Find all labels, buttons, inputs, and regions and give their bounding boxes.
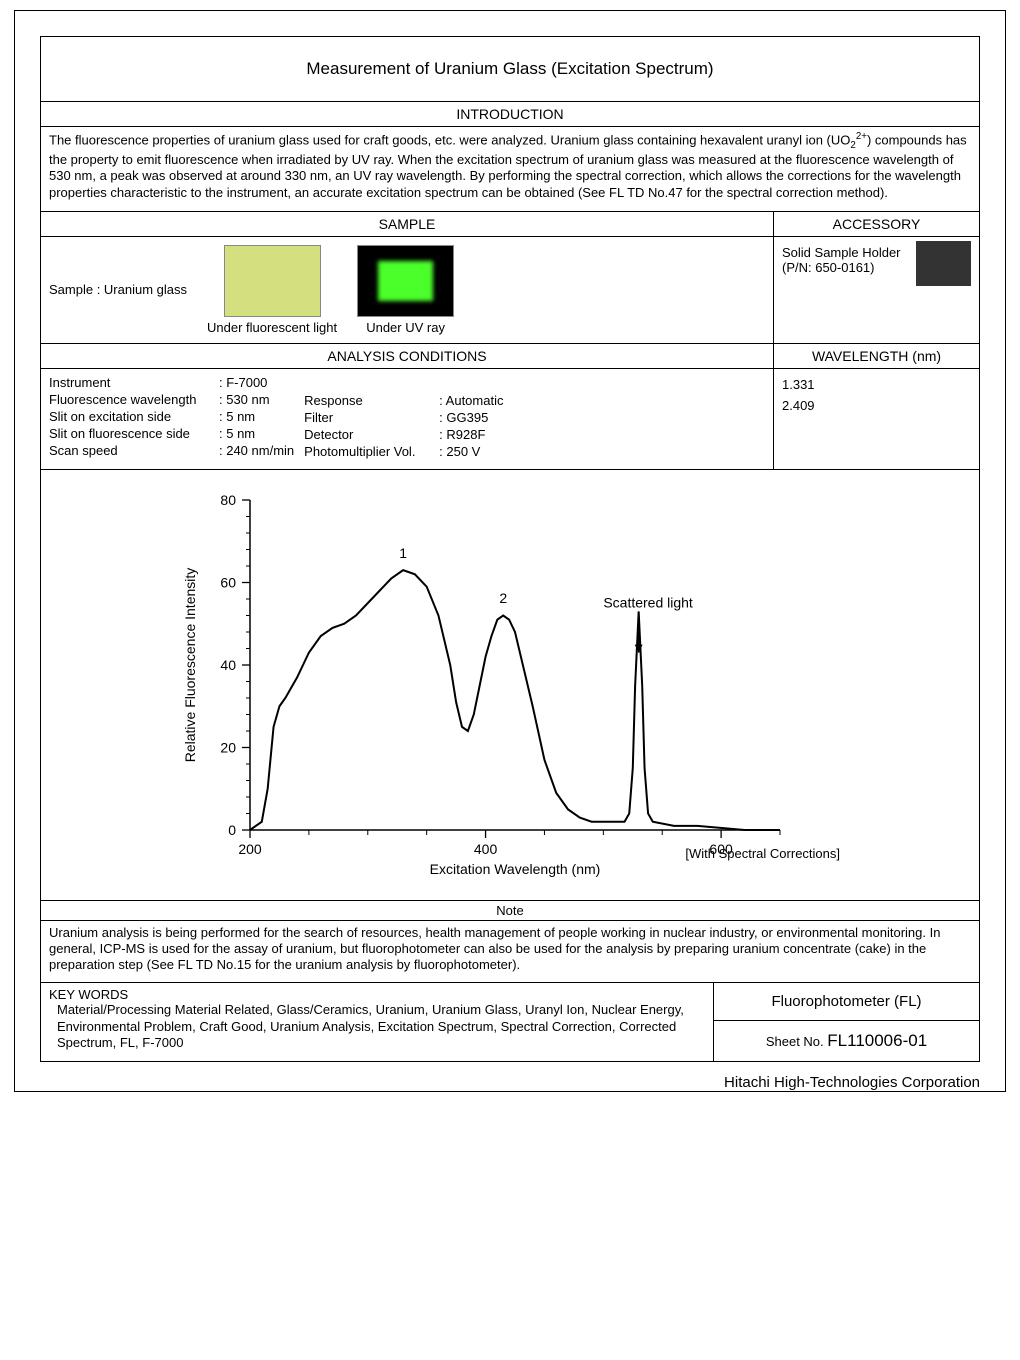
analysis-header: ANALYSIS CONDITIONS [41,344,773,369]
sample-row: SAMPLE Sample : Uranium glass Under fluo… [41,211,979,343]
sample-header: SAMPLE [41,212,773,237]
sample-img1-block: Under fluorescent light [207,245,337,335]
condition-value: : Automatic [439,393,503,408]
condition-value: : 530 nm [219,392,270,407]
condition-label: Response [304,393,439,408]
condition-row: Slit on fluorescence side: 5 nm [49,426,294,441]
page-title: Measurement of Uranium Glass (Excitation… [41,37,979,101]
condition-row: Slit on excitation side: 5 nm [49,409,294,424]
wavelength-col: WAVELENGTH (nm) 1.3312.409 [774,344,979,469]
wavelength-body: 1.3312.409 [774,369,979,423]
svg-text:Scattered light: Scattered light [603,594,693,610]
condition-row: Photomultiplier Vol.: 250 V [304,444,503,459]
conditions-left-list: Instrument: F-7000Fluorescence wavelengt… [49,375,294,459]
intro-text: The fluorescence properties of uranium g… [41,127,979,211]
sample-col: SAMPLE Sample : Uranium glass Under fluo… [41,212,774,343]
condition-value: : 5 nm [219,426,255,441]
img1-caption: Under fluorescent light [207,320,337,335]
condition-label: Filter [304,410,439,425]
conditions-col: ANALYSIS CONDITIONS Instrument: F-7000Fl… [41,344,774,469]
main-container: Measurement of Uranium Glass (Excitation… [40,36,980,1062]
bottom-row: KEY WORDS Material/Processing Material R… [41,982,979,1061]
note-text: Uranium analysis is being performed for … [41,921,979,982]
right-bottom-col: Fluorophotometer (FL) Sheet No. FL110006… [714,983,979,1061]
accessory-col: ACCESSORY Solid Sample Holder (P/N: 650-… [774,212,979,343]
intro-sup: 2+ [856,131,867,142]
condition-label: Slit on excitation side [49,409,219,424]
svg-text:Excitation Wavelength (nm): Excitation Wavelength (nm) [430,861,601,877]
chart-section: 020406080200400600Excitation Wavelength … [41,469,979,900]
page-frame: Measurement of Uranium Glass (Excitation… [14,10,1006,1092]
sample-img2-block: Under UV ray [357,245,454,335]
accessory-body: Solid Sample Holder (P/N: 650-0161) [774,237,979,283]
svg-text:0: 0 [228,822,236,838]
svg-text:80: 80 [220,492,236,508]
condition-label: Photomultiplier Vol. [304,444,439,459]
condition-value: : 5 nm [219,409,255,424]
condition-row: Filter: GG395 [304,410,503,425]
condition-label: Slit on fluorescence side [49,426,219,441]
svg-text:400: 400 [474,841,498,857]
sample-image-uv [357,245,454,317]
condition-value: : F-7000 [219,375,267,390]
sample-body: Sample : Uranium glass Under fluorescent… [41,237,773,343]
sample-image-fluorescent [224,245,321,317]
sheet-label: Sheet No. [766,1034,824,1049]
accessory-image [916,241,971,286]
sheet-no: FL110006-01 [827,1031,927,1050]
keywords-col: KEY WORDS Material/Processing Material R… [41,983,714,1061]
condition-label: Detector [304,427,439,442]
svg-text:200: 200 [238,841,262,857]
svg-text:60: 60 [220,574,236,590]
svg-text:1: 1 [399,545,407,561]
accessory-header: ACCESSORY [774,212,979,237]
method-cell: Fluorophotometer (FL) [714,983,979,1021]
condition-value: : 250 V [439,444,480,459]
condition-value: : R928F [439,427,485,442]
sheet-cell: Sheet No. FL110006-01 [714,1021,979,1061]
condition-row: Detector: R928F [304,427,503,442]
svg-text:20: 20 [220,739,236,755]
keywords-header: KEY WORDS [49,987,705,1002]
condition-value: : 240 nm/min [219,443,294,458]
keywords-text: Material/Processing Material Related, Gl… [49,1002,705,1053]
svg-text:40: 40 [220,657,236,673]
wavelength-header: WAVELENGTH (nm) [774,344,979,369]
conditions-body: Instrument: F-7000Fluorescence wavelengt… [41,369,773,469]
svg-text:[With Spectral Corrections]: [With Spectral Corrections] [685,846,840,861]
condition-row: Fluorescence wavelength: 530 nm [49,392,294,407]
img2-caption: Under UV ray [357,320,454,335]
excitation-spectrum-chart: 020406080200400600Excitation Wavelength … [150,480,870,890]
condition-row: Response: Automatic [304,393,503,408]
svg-text:2: 2 [499,590,507,606]
sample-label: Sample : Uranium glass [49,282,187,297]
condition-label: Fluorescence wavelength [49,392,219,407]
footer-company: Hitachi High-Technologies Corporation [15,1070,1005,1091]
condition-label: Scan speed [49,443,219,458]
condition-row: Scan speed: 240 nm/min [49,443,294,458]
note-header: Note [41,900,979,921]
wavelength-value: 2.409 [782,396,971,417]
conditions-right-list: Response: AutomaticFilter: GG395Detector… [304,393,503,459]
condition-value: : GG395 [439,410,488,425]
intro-header: INTRODUCTION [41,101,979,127]
intro-pre: The fluorescence properties of uranium g… [49,132,850,147]
condition-label: Instrument [49,375,219,390]
svg-text:Relative Fluorescence Intensit: Relative Fluorescence Intensity [182,568,198,763]
conditions-row: ANALYSIS CONDITIONS Instrument: F-7000Fl… [41,343,979,469]
condition-row: Instrument: F-7000 [49,375,294,390]
wavelength-value: 1.331 [782,375,971,396]
